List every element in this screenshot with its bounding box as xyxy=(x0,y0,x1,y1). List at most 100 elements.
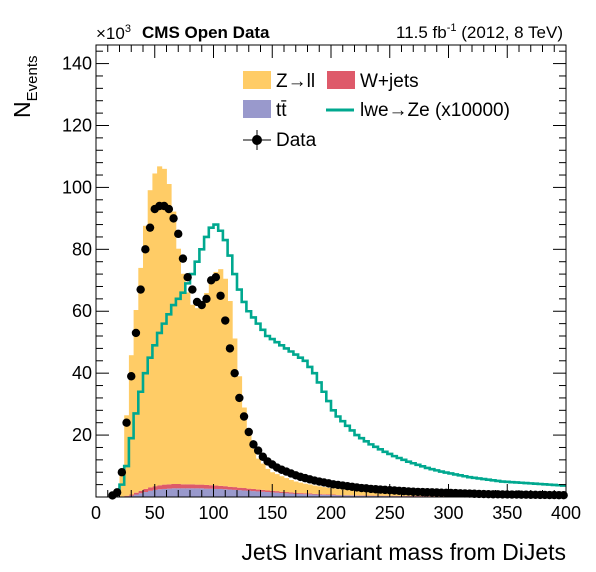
bar-zll-130 xyxy=(246,432,252,489)
bar-ttbar-238 xyxy=(373,495,379,497)
x-tick-label-0: 0 xyxy=(91,503,101,523)
data-point-42 xyxy=(141,245,150,254)
bar-ttbar-106 xyxy=(218,488,224,497)
bar-wjets-102 xyxy=(213,485,219,489)
bar-ttbar-142 xyxy=(260,491,266,497)
bar-zll-90 xyxy=(199,301,205,485)
y-axis-label: NEvents xyxy=(9,56,41,118)
bar-zll-98 xyxy=(208,280,214,486)
bar-wjets-154 xyxy=(274,491,280,493)
data-point-66 xyxy=(169,214,178,223)
data-point-90 xyxy=(197,300,206,310)
bar-zll-146 xyxy=(265,468,271,491)
bar-wjets-110 xyxy=(222,486,228,490)
legend-label-data: Data xyxy=(276,130,317,151)
bar-wjets-126 xyxy=(241,488,247,491)
bar-zll-234 xyxy=(368,491,374,496)
data-point-62 xyxy=(164,204,174,214)
x-tick-label-300: 300 xyxy=(433,503,463,523)
bar-wjets-42 xyxy=(143,488,149,493)
y-tick-label-120: 120 xyxy=(62,115,92,135)
bar-wjets-186 xyxy=(312,493,318,495)
data-point-110 xyxy=(221,316,230,325)
y-tick-label-60: 60 xyxy=(72,301,92,321)
bar-zll-154 xyxy=(274,474,280,492)
bar-zll-182 xyxy=(307,484,313,494)
data-point-126 xyxy=(239,412,249,421)
bar-ttbar-98 xyxy=(208,488,214,497)
legend-label-zll: Z→ll xyxy=(276,71,315,92)
x-tick-label-400: 400 xyxy=(551,503,581,523)
bar-zll-54 xyxy=(157,166,163,486)
data-point-70 xyxy=(174,229,183,239)
bar-ttbar-34 xyxy=(133,494,139,497)
bar-ttbar-42 xyxy=(143,492,149,497)
bar-zll-134 xyxy=(251,448,257,489)
bar-wjets-178 xyxy=(302,493,308,495)
data-point-34 xyxy=(131,328,141,338)
legend-label-signal: lwe→Ze (x10000) xyxy=(360,100,510,121)
bar-zll-30 xyxy=(128,355,134,495)
bar-zll-142 xyxy=(260,463,266,490)
y-tick-labels: 20 40 60 80 100 120 140 xyxy=(62,54,92,446)
data-point-82 xyxy=(188,285,197,294)
bar-wjets-74 xyxy=(180,484,186,489)
bar-wjets-162 xyxy=(284,492,290,494)
bar-zll-158 xyxy=(279,476,285,492)
legend-swatch-zll xyxy=(243,71,271,89)
legend-swatch-wjets xyxy=(327,71,355,89)
bar-ttbar-134 xyxy=(251,491,257,497)
bar-wjets-194 xyxy=(321,494,327,495)
bar-wjets-158 xyxy=(279,491,285,493)
bar-wjets-34 xyxy=(133,492,139,495)
x-tick-label-150: 150 xyxy=(257,503,287,523)
bar-zll-226 xyxy=(359,490,365,496)
bar-ttbar-214 xyxy=(345,495,351,497)
bar-zll-78 xyxy=(185,292,191,485)
signal-step-line xyxy=(108,223,566,497)
data-point-138 xyxy=(253,446,263,455)
bar-ttbar-198 xyxy=(326,494,332,497)
legend-marker-data xyxy=(252,135,262,145)
bar-zll-126 xyxy=(241,407,247,489)
bar-zll-82 xyxy=(190,304,196,485)
bar-wjets-118 xyxy=(232,487,238,490)
bar-wjets-70 xyxy=(175,484,181,489)
data-point-18 xyxy=(112,488,122,497)
bar-zll-178 xyxy=(302,483,308,494)
bar-zll-62 xyxy=(166,184,172,485)
data-point-94 xyxy=(202,294,211,304)
bar-zll-46 xyxy=(147,190,153,488)
bar-wjets-78 xyxy=(185,484,191,489)
bar-ttbar-206 xyxy=(335,495,341,497)
y-tick-label-80: 80 xyxy=(72,239,92,259)
bar-zll-186 xyxy=(312,485,318,494)
x-tick-label-250: 250 xyxy=(375,503,405,523)
bar-ttbar-154 xyxy=(274,492,280,497)
bar-zll-86 xyxy=(194,308,200,485)
bar-zll-238 xyxy=(373,491,379,496)
exponent-label: ×103 xyxy=(96,23,131,43)
bar-ttbar-86 xyxy=(194,488,200,497)
x-tick-label-100: 100 xyxy=(198,503,228,523)
data-point-26 xyxy=(122,418,131,427)
bar-zll-194 xyxy=(321,487,327,495)
bar-zll-102 xyxy=(213,271,219,486)
bar-zll-138 xyxy=(255,458,261,490)
bar-ttbar-38 xyxy=(138,493,144,497)
bar-ttbar-178 xyxy=(302,494,308,497)
bar-wjets-54 xyxy=(157,485,163,490)
bar-wjets-122 xyxy=(237,487,243,491)
bar-wjets-202 xyxy=(331,494,337,496)
bar-ttbar-62 xyxy=(166,488,172,497)
legend-label-wjets: W+jets xyxy=(360,71,419,92)
bar-wjets-146 xyxy=(265,490,271,493)
bar-wjets-142 xyxy=(260,489,266,492)
bar-zll-162 xyxy=(284,478,290,493)
bar-wjets-66 xyxy=(171,484,177,489)
bar-zll-34 xyxy=(133,310,139,493)
bar-zll-70 xyxy=(175,248,181,484)
data-point-106 xyxy=(216,291,225,300)
bar-ttbar-158 xyxy=(279,492,285,497)
